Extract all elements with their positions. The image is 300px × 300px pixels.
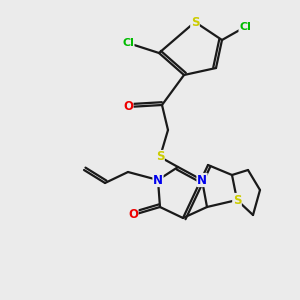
- Text: S: S: [191, 16, 199, 28]
- Text: O: O: [128, 208, 138, 221]
- Text: N: N: [153, 173, 163, 187]
- Text: S: S: [156, 151, 164, 164]
- Text: Cl: Cl: [239, 22, 251, 32]
- Text: N: N: [197, 173, 207, 187]
- Text: Cl: Cl: [122, 38, 134, 48]
- Text: O: O: [123, 100, 133, 113]
- Text: S: S: [233, 194, 241, 206]
